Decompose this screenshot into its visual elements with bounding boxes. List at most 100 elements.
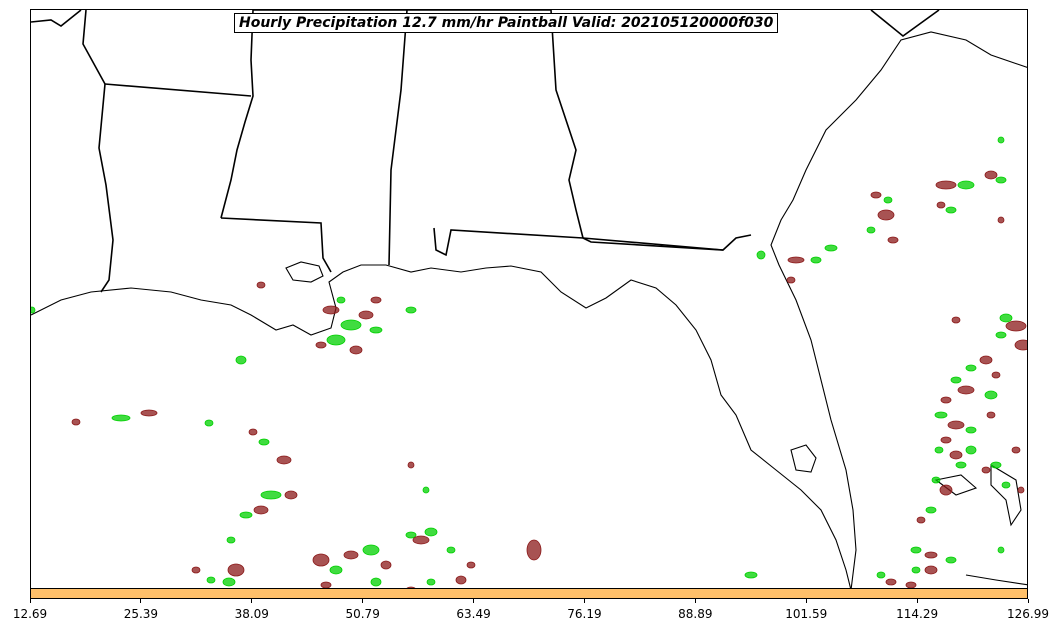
precip-paintball [925,506,937,514]
colorbar-tick [251,599,253,603]
colorbar-tick [583,599,585,603]
border-al-fl [433,227,724,257]
colorbar-tick [29,599,31,603]
precip-paintball [870,191,882,199]
precip-paintball [424,527,438,537]
precip-paintball [995,331,1007,339]
border-al-ga [550,10,584,239]
precip-paintball [786,276,796,284]
precip-paintball [407,461,415,469]
precip-paintball [204,419,214,427]
precip-paintball [329,565,343,575]
precip-paintball [322,305,340,315]
precip-paintball [965,426,977,434]
precip-paintball [71,418,81,426]
precip-paintball [1005,320,1027,332]
precip-paintball [405,306,417,314]
colorbar [30,588,1028,599]
colorbar-tick [140,599,142,603]
border-ok-ar [82,10,106,85]
precip-paintball [1011,446,1021,454]
colorbar-tick-label: 63.49 [456,607,491,621]
bahamas-1 [990,464,1022,527]
precip-paintball [422,486,430,494]
colorbar-tick-label: 76.19 [567,607,602,621]
precip-paintball [756,250,766,260]
precip-paintball [340,319,362,331]
colorbar-tick-label: 25.39 [123,607,159,621]
precip-paintball [222,577,236,587]
colorbar-tick [694,599,696,603]
precip-paintball [986,411,996,419]
precip-paintball [984,170,998,180]
atlantic-coast [770,31,1027,588]
precip-paintball [312,553,330,567]
precip-paintball [455,575,467,585]
precip-paintball [995,176,1007,184]
colorbar-tick-label: 88.89 [678,607,713,621]
precip-paintball [887,236,899,244]
precip-paintball [31,306,36,314]
precip-paintball [936,201,946,209]
precip-paintball [140,409,158,417]
precip-paintball [260,490,282,500]
precip-paintball [949,450,963,460]
precip-paintball [905,581,917,588]
colorbar-tick-label: 12.69 [12,607,48,621]
precip-paintball [997,216,1005,224]
precip-paintball [931,476,941,484]
gulf-coast [31,264,852,588]
precip-paintball [1017,486,1025,494]
precip-paintball [883,196,893,204]
colorbar-tick [1027,599,1029,603]
precip-paintball [206,576,216,584]
precip-paintball [284,490,298,500]
precip-paintball [466,561,476,569]
precip-paintball [885,578,897,586]
precip-paintball [370,296,382,304]
precip-paintball [965,364,977,372]
border-ar-ms-river [220,10,254,219]
border-ar-la [104,83,252,97]
precip-paintball [370,577,382,587]
precip-paintball [939,484,953,496]
lake-okeechobee [790,444,817,473]
precip-paintball [380,560,392,570]
precip-paintball [951,316,961,324]
precip-paintball [945,206,957,214]
coastline [31,31,1027,588]
precip-paintball [940,396,952,404]
precip-paintball [326,334,346,346]
precip-paintball [426,578,436,586]
precip-paintball [957,385,975,395]
precip-paintball [981,466,991,474]
border-tx-la [98,83,114,293]
precip-paintball [984,390,998,400]
precip-paintball [924,551,938,559]
precip-paintball [997,546,1005,554]
precip-paintball [947,420,965,430]
precip-paintball [405,531,417,539]
precip-paintball [446,546,456,554]
precip-paintball [111,414,131,422]
precip-paintball [369,326,383,334]
precip-paintball [877,209,895,221]
precip-paintballs [31,136,1027,588]
precip-paintball [349,345,363,355]
precip-paintball [320,581,332,588]
precip-paintball [412,535,430,545]
precip-paintball [239,511,253,519]
border-tx-ok [31,10,82,27]
precip-paintball [910,546,922,554]
precip-paintball [935,180,957,190]
precip-paintball [991,371,1001,379]
precip-paintball [866,226,876,234]
precip-paintball [235,355,247,365]
precip-paintball [979,355,993,365]
colorbar-tick-label: 38.09 [234,607,269,621]
precip-paintball [934,411,948,419]
precip-paintball [253,505,269,515]
border-ga-fl [582,234,752,251]
precip-paintball [997,136,1005,144]
precip-paintball [226,536,236,544]
